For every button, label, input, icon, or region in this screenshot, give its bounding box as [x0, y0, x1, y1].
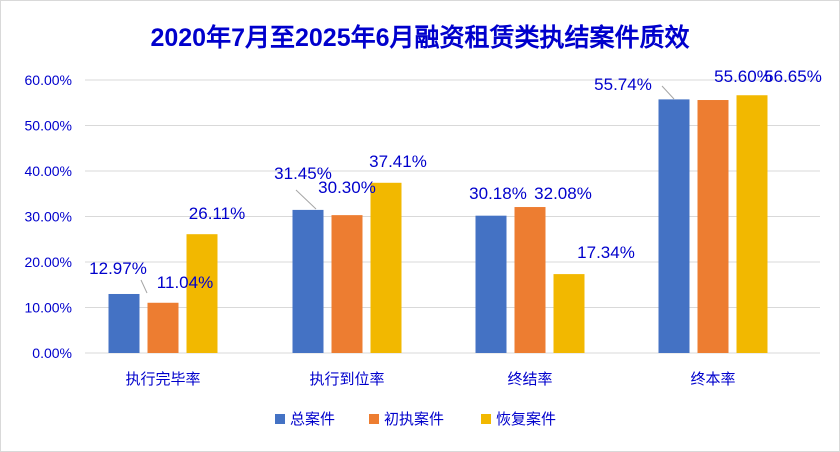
data-label: 26.11% — [189, 204, 245, 223]
y-tick-label: 40.00% — [25, 163, 72, 179]
bar — [108, 293, 140, 353]
bar — [147, 302, 179, 353]
data-label: 55.74% — [594, 75, 652, 94]
bar — [370, 182, 402, 353]
legend-swatch — [275, 414, 285, 424]
bar-marks — [108, 95, 768, 354]
y-tick-label: 60.00% — [25, 72, 72, 88]
x-tick-label: 执行到位率 — [309, 370, 384, 388]
x-tick-label: 执行完毕率 — [125, 370, 200, 388]
data-label: 11.04% — [157, 273, 213, 292]
chart-title: 2020年7月至2025年6月融资租赁类执结案件质效 — [150, 24, 690, 52]
x-axis-ticks: 执行完毕率 执行到位率 终结率 终本率 — [125, 370, 735, 388]
legend-label: 总案件 — [290, 410, 335, 428]
leader-line — [140, 279, 148, 294]
y-axis-ticks: 0.00% 10.00% 20.00% 30.00% 40.00% 50.00% 60.00… — [25, 72, 72, 361]
data-labels: 12.97% 11.04% 26.11% 31.45%30.30% 37.41% 30.1… — [89, 67, 822, 292]
y-tick-label: 50.00% — [25, 118, 72, 134]
legend-swatch — [369, 414, 379, 424]
data-label: 37.41% — [369, 152, 427, 171]
label-leader-lines — [140, 85, 675, 294]
bar — [658, 99, 690, 354]
data-label: 56.65% — [764, 67, 822, 86]
data-label: 30.30% — [318, 178, 376, 197]
bar — [331, 215, 363, 353]
legend-label: 初执案件 — [384, 410, 444, 428]
legend-label: 恢复案件 — [496, 410, 556, 428]
y-tick-label: 20.00% — [25, 254, 72, 270]
legend-swatch — [481, 414, 491, 424]
data-label: 30.18% — [469, 184, 527, 203]
x-tick-label: 终本率 — [690, 370, 735, 388]
leader-line — [661, 85, 675, 100]
legend: 总案件 初执案件 恢复案件 — [275, 410, 556, 428]
bar — [736, 95, 768, 354]
bar — [292, 209, 324, 353]
bar — [475, 215, 507, 353]
y-tick-label: 30.00% — [25, 209, 72, 225]
bar — [186, 234, 218, 353]
data-label: 12.97% — [89, 259, 147, 278]
leader-line — [295, 189, 317, 210]
y-tick-label: 0.00% — [32, 345, 72, 361]
bar — [553, 274, 585, 353]
bar — [697, 100, 729, 354]
data-label: 17.34% — [577, 243, 635, 262]
y-tick-label: 10.00% — [25, 300, 72, 316]
x-tick-label: 终结率 — [507, 370, 552, 388]
bar — [514, 207, 546, 353]
data-label: 55.60% — [714, 67, 772, 86]
data-label: 31.45% — [274, 164, 332, 183]
data-label: 32.08% — [534, 184, 592, 203]
